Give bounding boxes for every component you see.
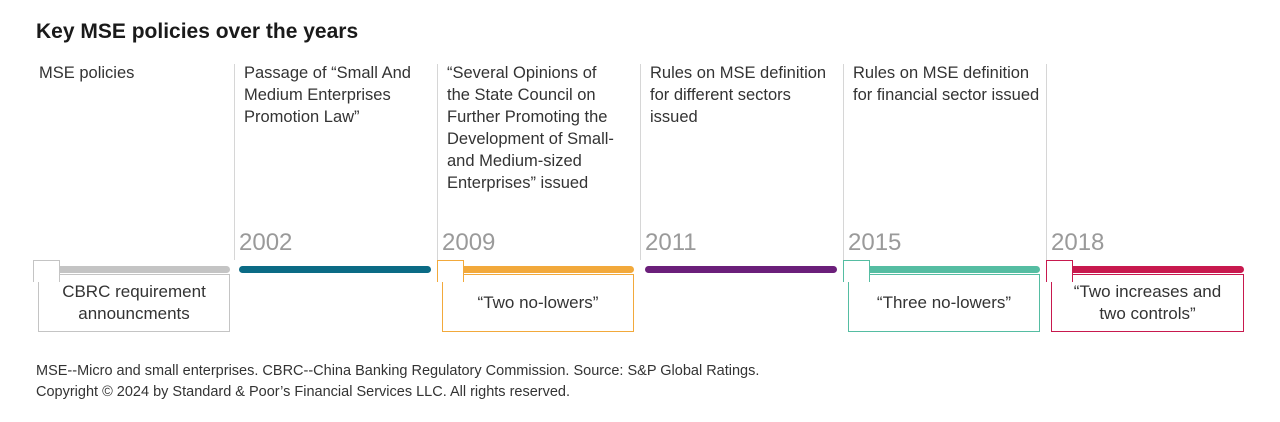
diagram-title: Key MSE policies over the years [36, 20, 359, 43]
year-2009: 2009 [442, 229, 496, 256]
callout-tab-2009 [437, 260, 464, 289]
policy-2015: Rules on MSE definition for financial se… [853, 64, 1040, 104]
timeline-bar-2002 [239, 266, 431, 273]
year-2015: 2015 [848, 229, 902, 256]
policy-2011: Rules on MSE definition for different se… [650, 64, 827, 126]
footnote-copyright: Copyright © 2024 by Standard & Poor’s Fi… [36, 384, 571, 400]
year-2018: 2018 [1051, 229, 1105, 256]
policy-2009: “Several Opinions of the State Council o… [447, 64, 614, 192]
column-divider [640, 64, 641, 260]
year-2011: 2011 [645, 229, 697, 256]
year-2002: 2002 [239, 229, 293, 256]
policy-2002: Passage of “Small And Medium Enterprises… [244, 64, 411, 126]
callout-tab-cbrc [33, 260, 60, 289]
measure-box-2009: “Two no-lowers” [442, 274, 634, 332]
measure-text-2018: “Two increases and two controls” [1073, 282, 1222, 323]
footnote-definitions: MSE--Micro and small enterprises. CBRC--… [36, 363, 760, 379]
footnote: MSE--Micro and small enterprises. CBRC--… [36, 361, 759, 403]
measure-text-2015: “Three no-lowers” [876, 293, 1012, 312]
row-label: MSE policies [39, 64, 135, 82]
measure-text-cbrc: CBRC requirement announcments [62, 282, 206, 323]
callout-tab-2015 [843, 260, 870, 289]
column-divider [437, 64, 438, 260]
measure-box-2015: “Three no-lowers” [848, 274, 1040, 332]
callout-tab-2018 [1046, 260, 1073, 289]
timeline-bar-2015 [848, 266, 1040, 273]
measure-text-2009: “Two no-lowers” [477, 293, 599, 312]
measure-box-2018: “Two increases and two controls” [1051, 274, 1244, 332]
column-divider [234, 64, 235, 260]
timeline-bar-2011 [645, 266, 837, 273]
timeline-bar-2009 [442, 266, 634, 273]
measure-box-cbrc: CBRC requirement announcments [38, 274, 230, 332]
timeline-bar-cbrc [38, 266, 230, 273]
column-divider [1046, 64, 1047, 260]
column-divider [843, 64, 844, 260]
timeline-bar-2018 [1051, 266, 1244, 273]
